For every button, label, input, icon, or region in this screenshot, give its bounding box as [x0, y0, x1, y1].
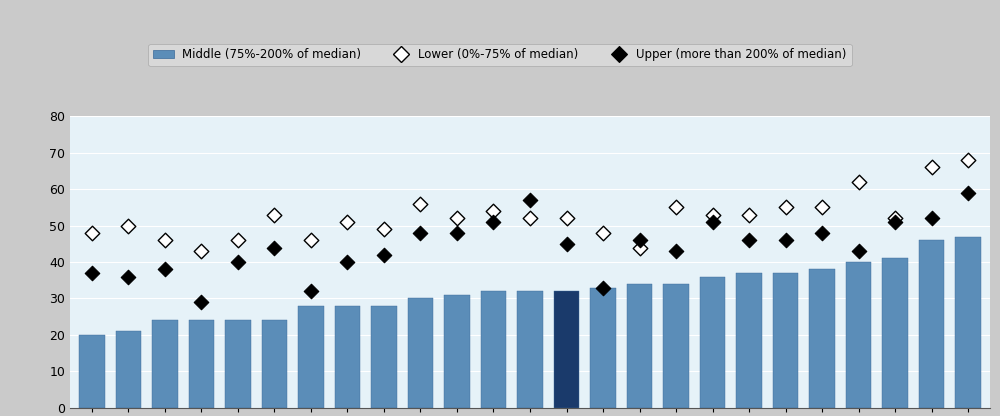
Point [120, 273, 136, 280]
Point [230, 237, 246, 244]
Point [449, 230, 465, 236]
Point [266, 244, 282, 251]
Point [814, 230, 830, 236]
Bar [189, 320, 214, 408]
Bar [809, 270, 835, 408]
Point [924, 215, 940, 222]
Point [303, 288, 319, 295]
Point [559, 240, 575, 247]
Point [157, 237, 173, 244]
Bar [773, 273, 798, 408]
Point [84, 230, 100, 236]
Bar [663, 284, 689, 408]
Point [376, 226, 392, 233]
Point [778, 204, 794, 211]
Point [449, 215, 465, 222]
Bar [627, 284, 652, 408]
Bar [225, 320, 251, 408]
Point [376, 251, 392, 258]
Bar [408, 299, 433, 408]
Bar [444, 295, 470, 408]
Point [960, 157, 976, 163]
Point [595, 284, 611, 291]
Point [814, 204, 830, 211]
Bar [919, 240, 944, 408]
Bar [79, 335, 105, 408]
Point [887, 219, 903, 225]
Bar [262, 320, 287, 408]
Point [741, 211, 757, 218]
Bar [882, 258, 908, 408]
Legend: Middle (75%-200% of median), Lower (0%-75% of median), Upper (more than 200% of : Middle (75%-200% of median), Lower (0%-7… [148, 44, 852, 66]
Point [339, 259, 355, 265]
Point [120, 222, 136, 229]
Bar [371, 306, 397, 408]
Bar [700, 277, 725, 408]
Point [668, 248, 684, 255]
Point [485, 219, 501, 225]
Point [559, 215, 575, 222]
Bar [335, 306, 360, 408]
Point [924, 164, 940, 171]
Point [412, 201, 428, 207]
Bar [846, 262, 871, 408]
Point [668, 204, 684, 211]
Point [266, 211, 282, 218]
Bar [481, 291, 506, 408]
Point [960, 190, 976, 196]
Point [632, 244, 648, 251]
Point [851, 248, 867, 255]
Point [741, 237, 757, 244]
Point [595, 230, 611, 236]
Point [851, 179, 867, 186]
Bar [736, 273, 762, 408]
Bar [298, 306, 324, 408]
Point [84, 270, 100, 276]
Point [778, 237, 794, 244]
Point [230, 259, 246, 265]
Point [522, 197, 538, 203]
Bar [152, 320, 178, 408]
Bar [590, 287, 616, 408]
Point [412, 230, 428, 236]
Point [485, 208, 501, 215]
Point [303, 237, 319, 244]
Bar [955, 237, 981, 408]
Point [193, 248, 209, 255]
Point [157, 266, 173, 273]
Bar [517, 291, 543, 408]
Point [705, 219, 721, 225]
Bar [116, 331, 141, 408]
Point [339, 219, 355, 225]
Point [632, 237, 648, 244]
Point [705, 211, 721, 218]
Bar [554, 291, 579, 408]
Point [522, 215, 538, 222]
Point [193, 299, 209, 305]
Point [887, 215, 903, 222]
